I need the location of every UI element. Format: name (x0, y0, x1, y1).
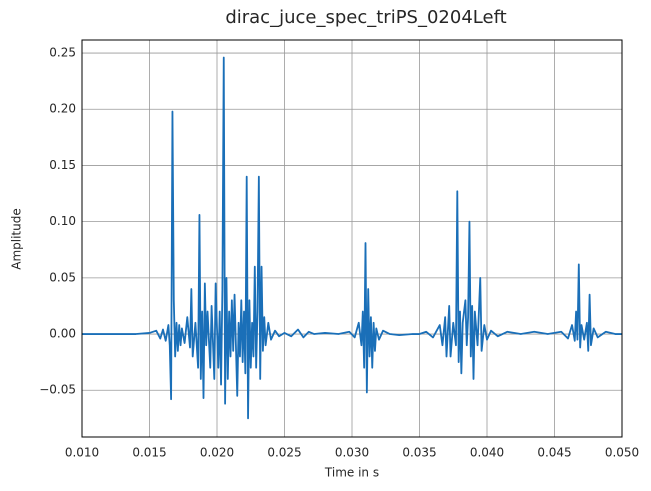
x-tick-label: 0.050 (605, 446, 639, 460)
signal-line (82, 56, 622, 420)
x-tick-label: 0.035 (402, 446, 436, 460)
x-tick-label: 0.010 (65, 446, 99, 460)
y-tick-label: 0.20 (49, 102, 76, 116)
chart-title: dirac_juce_spec_triPS_0204Left (225, 7, 506, 28)
y-tick-label: 0.10 (49, 214, 76, 228)
x-tick-label: 0.020 (200, 446, 234, 460)
x-tick-label: 0.040 (470, 446, 504, 460)
x-tick-label: 0.045 (537, 446, 571, 460)
x-axis-label: Time in s (324, 466, 379, 480)
y-axis-label: Amplitude (10, 208, 24, 270)
x-tick-label: 0.030 (335, 446, 369, 460)
y-tick-label: 0.05 (49, 270, 76, 284)
y-tick-label: 0.15 (49, 158, 76, 172)
x-tick-label: 0.015 (132, 446, 166, 460)
y-tick-label: −0.05 (39, 383, 76, 397)
y-tick-label: 0.25 (49, 46, 76, 60)
y-tick-label: 0.00 (49, 327, 76, 341)
x-tick-label: 0.025 (267, 446, 301, 460)
plot-frame (81, 39, 623, 438)
